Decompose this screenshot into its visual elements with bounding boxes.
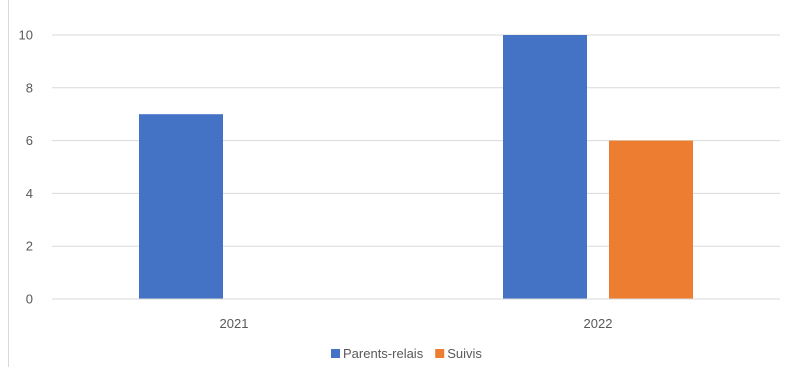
chart-left-border xyxy=(8,0,9,367)
y-tick-label-4: 4 xyxy=(26,186,33,201)
y-tick-label-6: 6 xyxy=(26,133,33,148)
legend: Parents-relais Suivis xyxy=(331,346,482,361)
x-category-label-2021: 2021 xyxy=(220,316,249,331)
bar-suivis-2022 xyxy=(609,140,693,299)
y-tick-label-10: 10 xyxy=(19,28,33,43)
x-category-label-2022: 2022 xyxy=(584,316,613,331)
legend-swatch xyxy=(435,349,445,358)
legend-label: Parents-relais xyxy=(343,346,424,361)
x-axis: 2021 2022 xyxy=(52,298,780,331)
bar-parents-relais-2021 xyxy=(139,114,223,299)
legend-swatch xyxy=(331,349,340,358)
legend-entry-parents-relais: Parents-relais xyxy=(331,346,424,361)
y-tick-label-0: 0 xyxy=(26,292,33,307)
y-tick-label-2: 2 xyxy=(26,239,33,254)
bars xyxy=(139,35,693,299)
y-tick-label-8: 8 xyxy=(26,80,33,95)
legend-label: Suivis xyxy=(447,346,482,361)
legend-entry-suivis: Suivis xyxy=(435,346,482,361)
y-axis-tick-labels: 0 2 4 6 8 10 xyxy=(19,28,33,307)
bar-parents-relais-2022 xyxy=(503,35,587,299)
